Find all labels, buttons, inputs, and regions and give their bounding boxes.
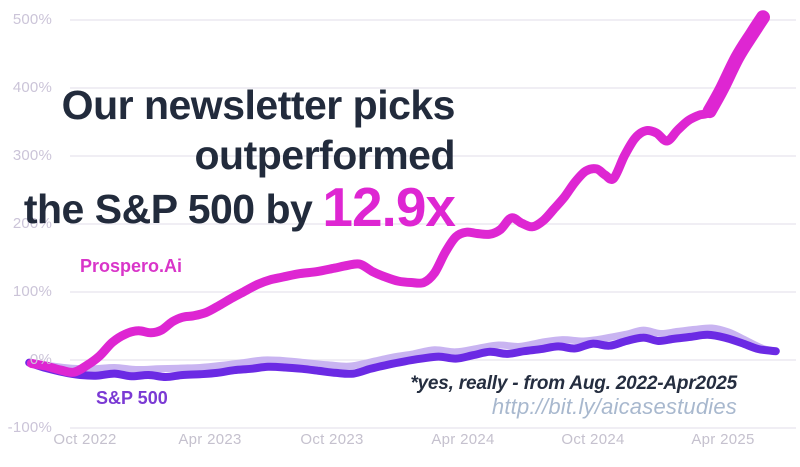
y-axis-label-100: 100% (12, 283, 52, 300)
y-axis-label-0: 0% (29, 351, 52, 368)
prospero-line-tip (702, 10, 770, 119)
x-axis-label-oct-2022: Oct 2022 (53, 431, 117, 448)
x-axis-label-apr-2023: Apr 2023 (178, 431, 242, 448)
y-axis-label-300: 300% (12, 147, 52, 164)
x-axis-label-oct-2023: Oct 2023 (300, 431, 364, 448)
annotation-block: *yes, really - from Aug. 2022-Apr2025 ht… (410, 373, 737, 419)
y-axis-label-400: 400% (12, 79, 52, 96)
x-axis-label-apr-2024: Apr 2024 (431, 431, 495, 448)
chart-title: Our newsletter picks outperformed the S&… (23, 80, 456, 236)
chart-title-line-3-text: the S&P 500 by (23, 186, 313, 232)
x-axis-label-oct-2024: Oct 2024 (561, 431, 625, 448)
sp500-highlight-ribbon (25, 324, 780, 374)
y-axis-label-500: 500% (12, 11, 52, 28)
chart-title-line-1: Our newsletter picks (61, 82, 456, 128)
chart-title-line-2: outperformed (194, 132, 456, 178)
sp500-line (25, 330, 780, 381)
case-studies-url: http://bit.ly/aicasestudies (491, 394, 737, 419)
series-label-prospero-ai: Prospero.Ai (80, 256, 183, 276)
series-label-sp500: S&P 500 (96, 388, 168, 408)
y-axis-label-200: 200% (12, 215, 52, 232)
footnote-text: *yes, really - from Aug. 2022-Apr2025 (410, 373, 737, 394)
outperformance-multiple: 12.9x (322, 176, 456, 238)
y-axis-label-neg100: -100% (7, 419, 52, 436)
prospero-line (26, 12, 768, 377)
x-axis-label-apr-2025: Apr 2025 (691, 431, 755, 448)
chart-title-line-3: the S&P 500 by 12.9x (23, 180, 456, 236)
